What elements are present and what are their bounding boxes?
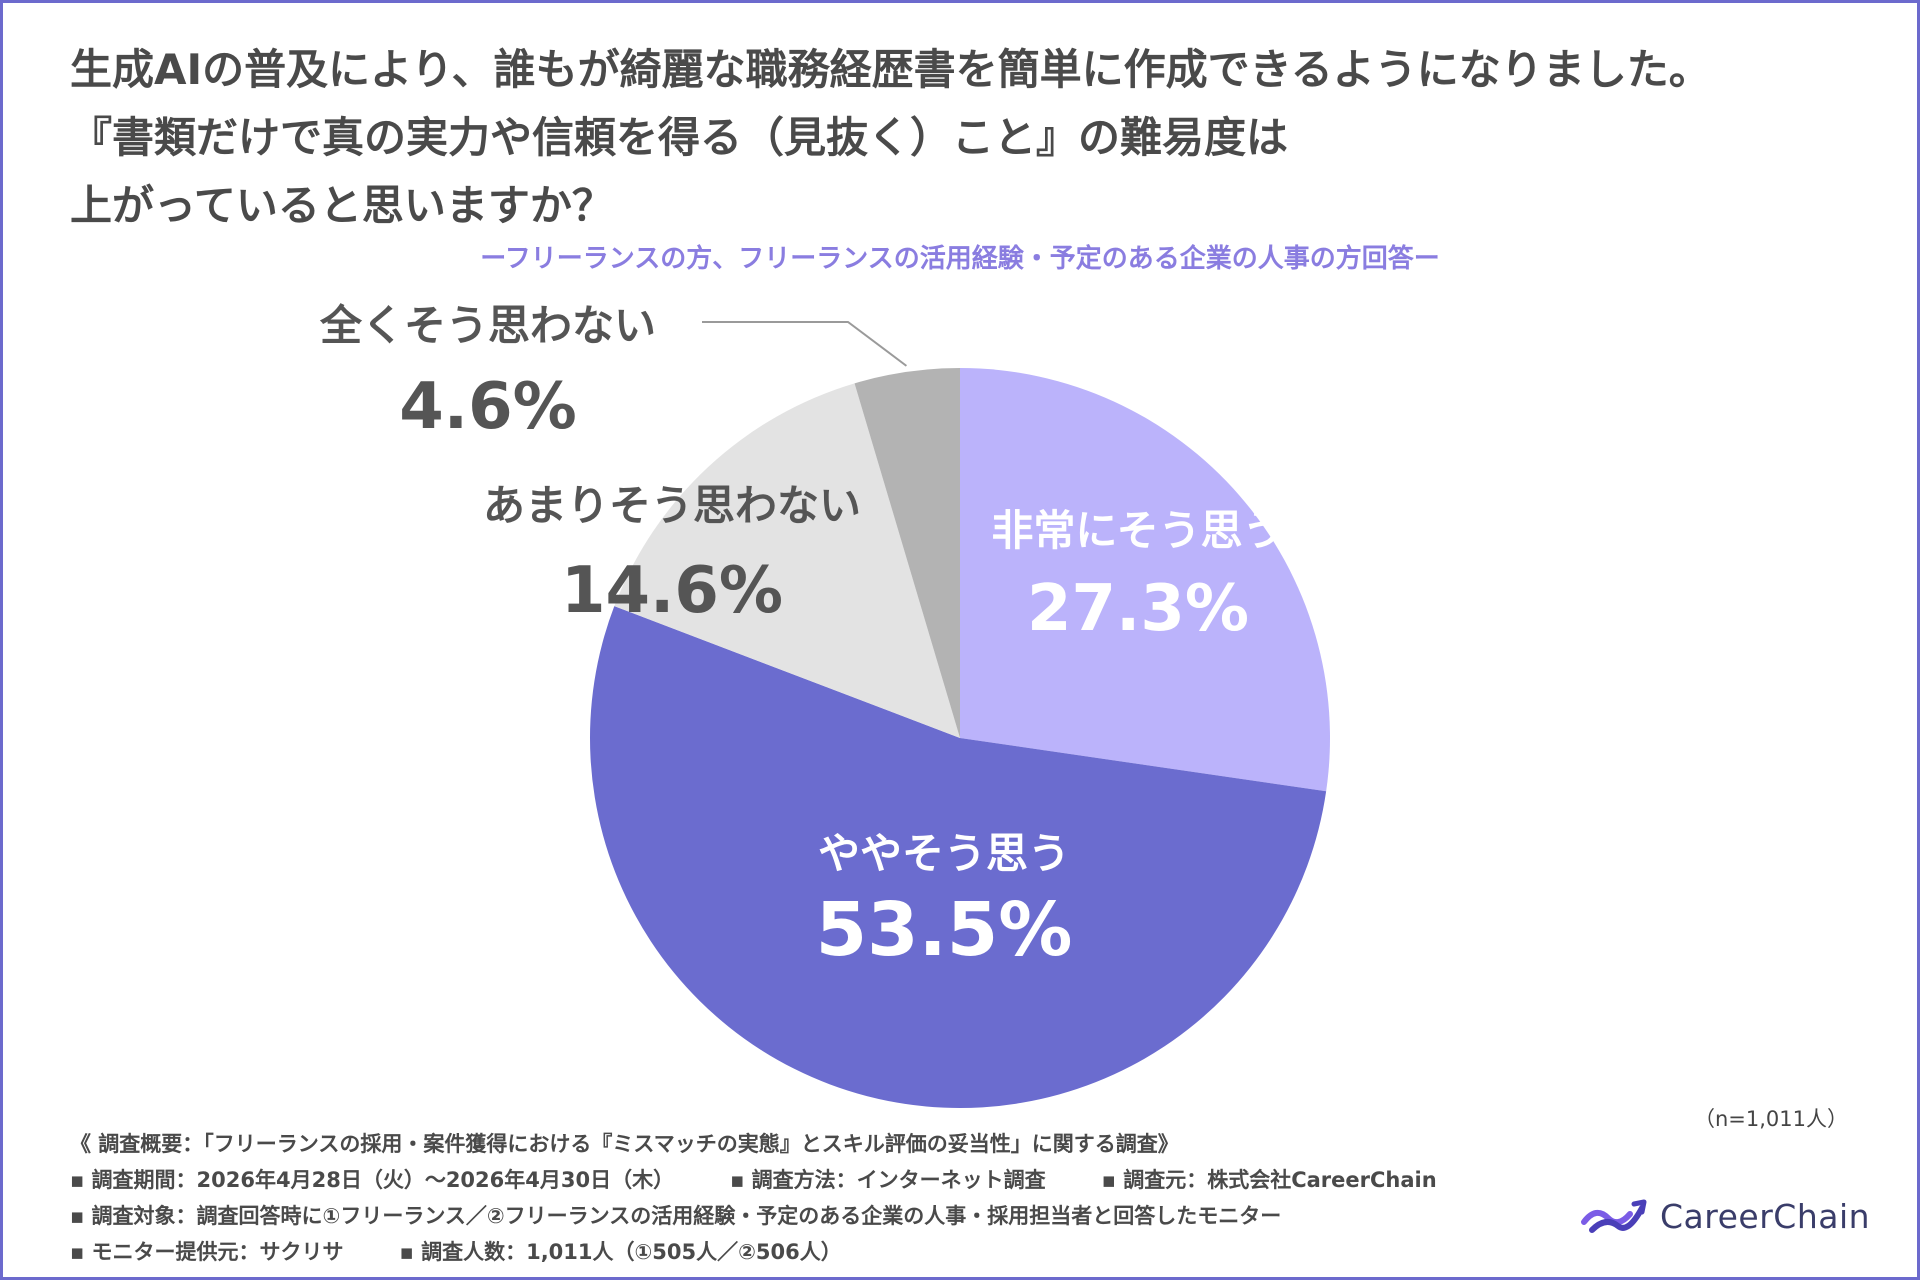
survey-title: 《 調査概要：「フリーランスの採用・案件獲得における『ミスマッチの実態』とスキル…: [70, 1132, 1179, 1156]
leader-line-not-at-all: [702, 321, 908, 367]
pie-value-somewhat: 53.5%: [816, 887, 1073, 973]
survey-source: ▪ 調査元：株式会社CareerChain: [1101, 1168, 1437, 1192]
careerchain-logo-text: CareerChain: [1660, 1196, 1871, 1236]
slice-not-at-all: [854, 368, 960, 738]
survey-period: ▪ 調査期間：2026年4月28日（火）～2026年4月30日（木）: [70, 1168, 675, 1192]
slice-somewhat: [590, 606, 1327, 1108]
survey-target: ▪ 調査対象：調査回答時に①フリーランス／②フリーランスの活用経験・予定のある企…: [70, 1204, 1282, 1228]
pie-label-somewhat: ややそう思う: [818, 829, 1070, 878]
pie-value-not-much: 14.6%: [561, 554, 783, 628]
careerchain-logo-icon: [1581, 1199, 1647, 1233]
sample-size: （n=1,011人）: [1693, 1107, 1848, 1131]
survey-method: ▪ 調査方法：インターネット調査: [730, 1168, 1046, 1192]
slice-very-much: [960, 368, 1330, 792]
pie-label-not-much: あまりそう思わない: [483, 481, 861, 530]
pie-label-very-much: 非常にそう思う: [991, 506, 1284, 555]
pie-value-not-at-all: 4.6%: [399, 370, 577, 444]
survey-provider: ▪ モニター提供元：サクリサ: [70, 1240, 344, 1264]
survey-count: ▪ 調査人数：1,011人（①505人／②506人）: [399, 1240, 842, 1264]
title-line-3: 上がっていると思いますか？: [70, 181, 614, 230]
title-line-1: 生成AIの普及により、誰もが綺麗な職務経歴書を簡単に作成できるようになりました。: [70, 45, 1711, 94]
pie-value-very-much: 27.3%: [1027, 572, 1249, 646]
careerchain-logo: CareerChain: [1578, 1186, 1870, 1246]
chart-title: 生成AIの普及により、誰もが綺麗な職務経歴書を簡単に作成できるようになりました。…: [70, 36, 1870, 240]
title-line-2: 『書類だけで真の実力や信頼を得る（見抜く）こと』の難易度は: [70, 113, 1289, 162]
survey-notes: 《 調査概要：「フリーランスの採用・案件獲得における『ミスマッチの実態』とスキル…: [70, 1126, 1550, 1270]
chart-subtitle: ーフリーランスの方、フリーランスの活用経験・予定のある企業の人事の方回答ー: [480, 244, 1440, 274]
slice-not-much: [614, 383, 960, 738]
pie-label-not-at-all: 全くそう思わない: [319, 301, 656, 350]
